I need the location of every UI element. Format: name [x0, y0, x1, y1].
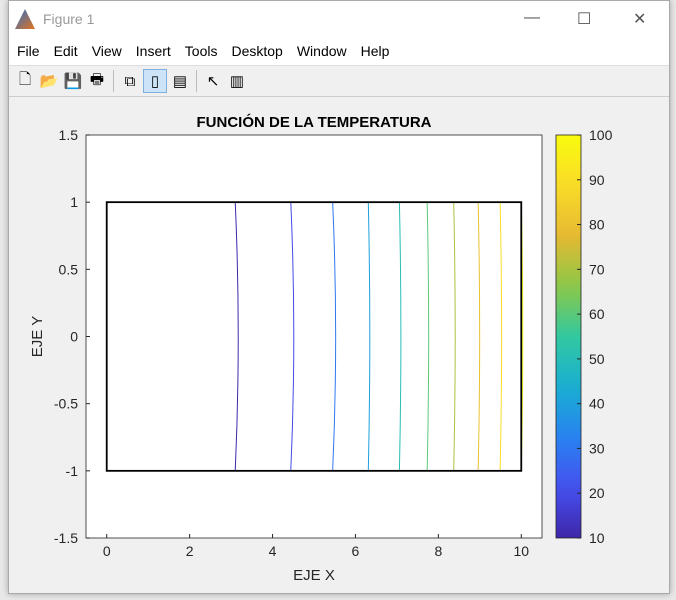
contour-line-50	[398, 202, 402, 471]
chart-title: FUNCIÓN DE LA TEMPERATURA	[197, 113, 432, 131]
contour-line-70	[453, 202, 456, 471]
save-icon[interactable]: 💾	[63, 73, 83, 90]
matlab-logo-icon	[15, 9, 35, 29]
contour-chart: 0 2 4 6 8 10 1.5 1 0.5 0 -0.5 -1 -1.5 FUNCIÓN DE LA T…	[29, 113, 613, 584]
x-axis-label: EJE X	[293, 567, 335, 584]
toolbar: 🗋 📂 💾 🖶 ⧉ ▯ ▤ ↖ ▥	[9, 66, 669, 97]
domain-boundary	[105, 201, 523, 472]
minimize-button[interactable]: —	[524, 9, 540, 26]
menu-tools[interactable]: Tools	[184, 43, 218, 59]
open-icon[interactable]: 📂	[39, 73, 59, 90]
menu-help[interactable]: Help	[360, 43, 390, 59]
x-tick-label: 10	[513, 543, 529, 559]
menu-window[interactable]: Window	[296, 43, 347, 59]
x-tick-label: 2	[186, 543, 194, 559]
colorbar-tick-label: 100	[589, 127, 613, 143]
x-tick-label: 8	[434, 543, 442, 559]
colorbar-tick-label: 80	[589, 217, 605, 233]
menu-desktop[interactable]: Desktop	[231, 43, 283, 59]
y-tick-label: -0.5	[54, 396, 78, 412]
menu-edit[interactable]: Edit	[53, 43, 78, 59]
axes-area	[85, 134, 543, 539]
x-tick-label: 0	[103, 543, 111, 559]
contour-line-10	[234, 202, 239, 471]
y-tick-label: 1.5	[59, 127, 79, 143]
y-axis-label: EJE Y	[29, 316, 46, 357]
menu-view[interactable]: View	[91, 43, 122, 59]
contour-line-20	[290, 202, 295, 471]
contour-line-90	[499, 202, 503, 471]
title-bar: Figure 1 — ☐ ✕	[9, 1, 669, 37]
colorbar-tick-label: 50	[589, 351, 605, 367]
pointer-icon[interactable]: ↖	[206, 73, 220, 90]
menu-insert[interactable]: Insert	[135, 43, 171, 59]
y-tick-label: -1.5	[54, 530, 78, 546]
colorbar-tick-label: 60	[589, 306, 605, 322]
y-tick-label: 1	[70, 194, 78, 210]
maximize-button[interactable]: ☐	[577, 11, 592, 28]
contour-line-60	[426, 202, 430, 471]
contour-line-30	[332, 202, 337, 471]
colorbar-tick-label: 30	[589, 440, 605, 456]
window-title: Figure 1	[43, 11, 95, 27]
colorbar-tick-label: 10	[589, 530, 605, 546]
property-editor-icon[interactable]: ▥	[229, 73, 245, 90]
menu-bar: File Edit View Insert Tools Desktop Wind…	[9, 37, 669, 66]
menu-file[interactable]: File	[17, 43, 40, 59]
colorbar	[555, 134, 582, 539]
figure-window: Figure 1 — ☐ ✕ File Edit View Insert Too…	[8, 0, 670, 594]
y-tick-label: -1	[66, 463, 79, 479]
legend-icon[interactable]: ▤	[172, 73, 188, 90]
colorbar-tick-label: 90	[589, 172, 605, 188]
contour-line-80	[477, 202, 481, 471]
print-icon[interactable]: 🖶	[89, 70, 105, 88]
colorbar-tick-label: 70	[589, 261, 605, 277]
y-tick-label: 0	[70, 329, 78, 345]
link-plot-icon[interactable]: ⧉	[124, 72, 136, 90]
close-button[interactable]: ✕	[633, 11, 647, 28]
colorbar-tick-label: 20	[589, 485, 605, 501]
contour-line-40	[367, 202, 371, 471]
colorbar-icon[interactable]: ▯	[143, 69, 167, 93]
x-tick-label: 4	[269, 543, 277, 559]
new-figure-icon[interactable]: 🗋	[18, 70, 32, 88]
x-tick-label: 6	[352, 543, 360, 559]
colorbar-tick-label: 40	[589, 396, 605, 412]
toolbar-separator	[113, 70, 114, 92]
toolbar-separator	[196, 70, 197, 92]
y-tick-label: 0.5	[59, 261, 79, 277]
